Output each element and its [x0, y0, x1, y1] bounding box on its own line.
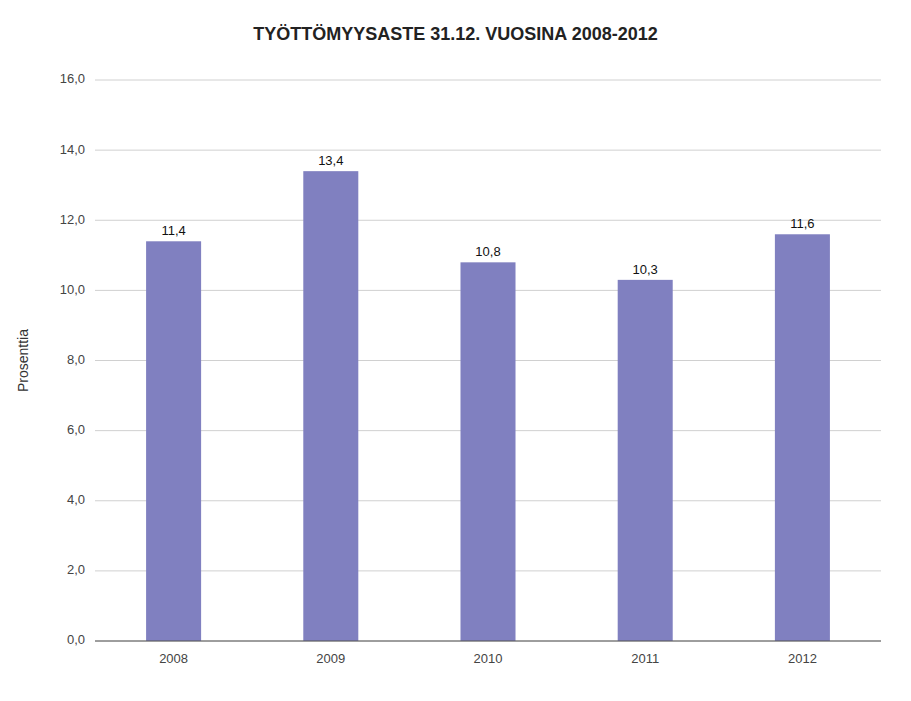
- y-tick-label: 16,0: [60, 71, 85, 86]
- x-axis-line: [95, 641, 881, 642]
- bar: [775, 234, 830, 641]
- x-tick-labels: 2008 2009 2010 2011 2012: [159, 651, 817, 666]
- bar: [303, 171, 358, 641]
- x-tick-label: 2009: [316, 651, 345, 666]
- data-label: 11,4: [161, 223, 185, 238]
- data-labels: 11,4 13,4 10,8 10,3 11,6: [161, 153, 814, 277]
- y-tick-labels: 0,0 2,0 4,0 6,0 8,0 10,0 12,0 14,0 16,0: [60, 71, 85, 647]
- title: TYÖTTÖMYYSASTE 31.12. VUOSINA 2008-2012: [253, 24, 657, 44]
- grid-line: [95, 220, 881, 221]
- data-label: 11,6: [790, 216, 814, 231]
- y-tick-label: 14,0: [60, 142, 85, 157]
- grid-line: [95, 641, 881, 642]
- bar: [146, 241, 201, 641]
- x-tick-label: 2011: [631, 651, 659, 666]
- y-tick-label: 12,0: [60, 212, 85, 227]
- x-tick-label: 2012: [788, 651, 817, 666]
- y-tick-label: 10,0: [60, 282, 85, 297]
- bars: [146, 171, 830, 641]
- y-grid: [95, 80, 881, 641]
- chart-container: TYÖTTÖMYYSASTE 31.12. VUOSINA 2008-2012 P…: [0, 0, 911, 701]
- chart: TYÖTTÖMYYSASTE 31.12. VUOSINA 2008-2012 P…: [0, 0, 911, 701]
- data-label: 10,8: [475, 244, 500, 259]
- x-tick-label: 2010: [474, 651, 503, 666]
- x-tick-label: 2008: [159, 651, 188, 666]
- y-tick-label: 6,0: [67, 422, 85, 437]
- y-tick-label: 8,0: [67, 352, 85, 367]
- y-axis-label: Prosenttia: [15, 329, 31, 392]
- bar: [460, 262, 515, 641]
- y-tick-label: 0,0: [67, 632, 85, 647]
- y-tick-label: 4,0: [67, 492, 85, 507]
- grid-line: [95, 80, 881, 81]
- bar: [618, 280, 673, 641]
- data-label: 13,4: [318, 153, 343, 168]
- y-tick-label: 2,0: [67, 562, 85, 577]
- data-label: 10,3: [633, 262, 658, 277]
- grid-line: [95, 150, 881, 151]
